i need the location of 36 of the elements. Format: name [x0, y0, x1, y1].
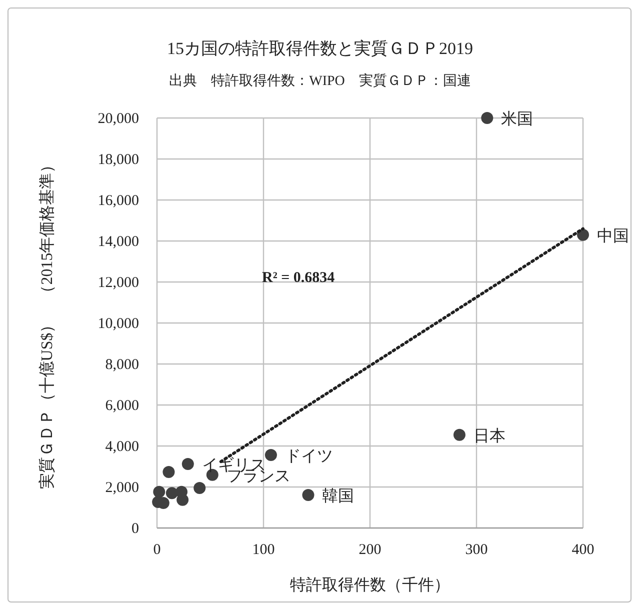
annotation: R² = 0.6834 [262, 270, 336, 286]
y-tick-label: 8,000 [105, 357, 139, 373]
point [264, 449, 277, 462]
y-tick-label: 14,000 [98, 234, 139, 250]
annotation: 中国 [597, 226, 629, 245]
x-tick-label: 300 [465, 542, 488, 558]
y-tick-label: 12,000 [98, 275, 139, 291]
x-tick-label: 200 [358, 542, 382, 558]
y-tick-label: 10,000 [98, 316, 139, 332]
y-tick-label: 18,000 [98, 152, 139, 168]
point [481, 112, 494, 124]
y-tick-label: 2,000 [105, 480, 139, 496]
annotation: 米国 [501, 110, 534, 128]
y-tick-label: 0 [132, 521, 139, 537]
annotation: ドイツ [284, 448, 333, 466]
point [453, 428, 466, 441]
x-axis-title: 特許取得件数（千件） [290, 576, 450, 594]
chart-title: 15カ国の特許取得件数と実質ＧＤＰ2019 [167, 39, 473, 58]
point [162, 466, 175, 478]
point [176, 494, 189, 506]
point [153, 486, 166, 498]
y-tick-label: 4,000 [105, 439, 139, 455]
point [182, 458, 194, 470]
x-tick-label: 100 [252, 542, 275, 558]
point [577, 228, 589, 241]
y-tick-label: 6,000 [105, 398, 139, 414]
annotation: 韓国 [322, 486, 354, 505]
y-tick-label: 20,000 [98, 111, 139, 127]
y-axis-title: 実質ＧＤＰ（十億US$） （2015年価格基準） [38, 156, 56, 490]
x-tick-label: 0 [153, 542, 161, 558]
x-tick-label: 400 [572, 542, 594, 558]
annotation: 日本 [473, 426, 506, 445]
y-tick-label: 16,000 [98, 193, 139, 209]
point [302, 488, 314, 501]
point [194, 482, 206, 494]
chart-subtitle: 出典 特許取得件数：WIPO 実質ＧＤＰ：国連 [169, 73, 471, 89]
